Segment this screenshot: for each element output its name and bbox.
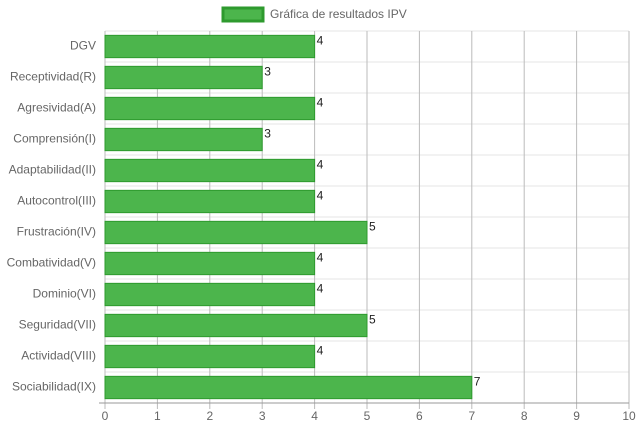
data-label: 4 (317, 96, 324, 110)
bar (104, 65, 263, 90)
y-tick-label: Seguridad(VII) (19, 318, 96, 332)
x-tick-label: 4 (311, 409, 318, 423)
y-tick-label: Receptividad(R) (10, 70, 96, 84)
y-tick-label: Autocontrol(III) (17, 194, 96, 208)
x-tick-label: 10 (622, 409, 636, 423)
x-tick-label: 7 (468, 409, 475, 423)
data-label: 5 (369, 220, 376, 234)
x-tick-label: 6 (416, 409, 423, 423)
bar (104, 375, 473, 400)
y-tick-label: Agresividad(A) (17, 101, 96, 115)
bar (104, 282, 316, 307)
bar (104, 313, 368, 338)
data-label: 5 (369, 313, 376, 327)
data-label: 4 (317, 189, 324, 203)
legend-swatch (221, 6, 265, 23)
bar (104, 96, 316, 121)
bar (104, 34, 316, 59)
bar (104, 344, 316, 369)
data-label: 7 (474, 375, 481, 389)
bar (104, 251, 316, 276)
data-label: 4 (317, 251, 324, 265)
legend-label: Gráfica de resultados IPV (270, 7, 407, 21)
y-tick-label: Dominio(VI) (33, 287, 96, 301)
x-tick-label: 0 (102, 409, 109, 423)
bar (104, 127, 263, 152)
bar (104, 158, 316, 183)
y-tick-label: DGV (70, 39, 96, 53)
data-label: 4 (317, 34, 324, 48)
x-tick-label: 5 (364, 409, 371, 423)
y-tick-label: Actividad(VIII) (21, 349, 96, 363)
y-tick-label: Comprensión(I) (13, 132, 96, 146)
data-label: 4 (317, 158, 324, 172)
data-label: 4 (317, 282, 324, 296)
y-tick-label: Adaptabilidad(II) (9, 163, 96, 177)
bar (104, 189, 316, 214)
y-tick-label: Frustración(IV) (17, 225, 96, 239)
y-tick-label: Combatividad(V) (7, 256, 96, 270)
x-tick-label: 3 (259, 409, 266, 423)
x-tick-label: 2 (206, 409, 213, 423)
x-tick-label: 9 (573, 409, 580, 423)
data-label: 3 (264, 65, 271, 79)
y-tick-label: Sociabilidad(IX) (12, 380, 96, 394)
x-tick-label: 1 (154, 409, 161, 423)
x-tick-label: 8 (521, 409, 528, 423)
data-label: 3 (264, 127, 271, 141)
data-label: 4 (317, 344, 324, 358)
bar (104, 220, 368, 245)
